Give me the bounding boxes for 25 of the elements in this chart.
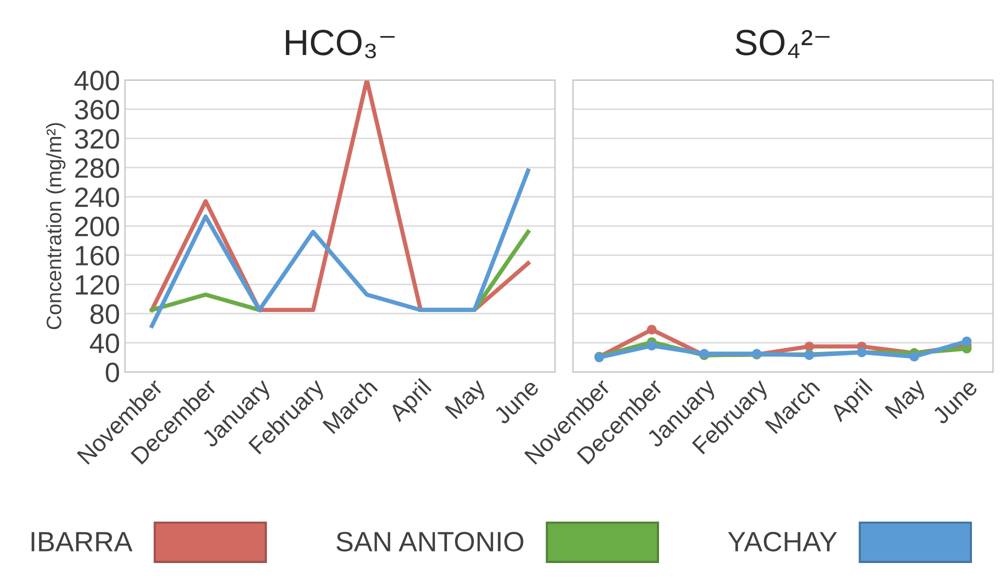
point	[909, 352, 920, 362]
x-tick-label: May	[884, 378, 930, 423]
y-tick-label: 240	[75, 187, 120, 208]
y-tick-label: 280	[75, 158, 120, 178]
y-tick-label: 360	[74, 100, 120, 120]
y-tick-label: 0	[106, 362, 120, 382]
legend-label: SAN ANTONIO	[336, 532, 524, 552]
legend-label: IBARRA	[32, 532, 132, 552]
y-tick-label: 320	[74, 129, 120, 149]
point	[646, 340, 657, 351]
y-tick-label: 120	[76, 275, 120, 295]
line-series	[150, 168, 530, 328]
point	[962, 336, 972, 346]
legend-label: YACHAY	[728, 532, 837, 552]
point	[804, 342, 814, 352]
x-tick-label: May	[444, 378, 490, 423]
y-tick-label: 200	[75, 216, 120, 236]
y-tick-label: 160	[76, 246, 120, 266]
y-tick-label: 400	[74, 70, 120, 90]
chart-title: SO₄²⁻	[736, 30, 830, 58]
point	[646, 324, 657, 335]
y-tick-label: 40	[90, 333, 120, 354]
y-tick-label: 80	[90, 304, 120, 324]
chart-title: HCO₃⁻	[286, 30, 395, 58]
y-axis-title: Concentration (mg/m²)	[46, 123, 66, 330]
